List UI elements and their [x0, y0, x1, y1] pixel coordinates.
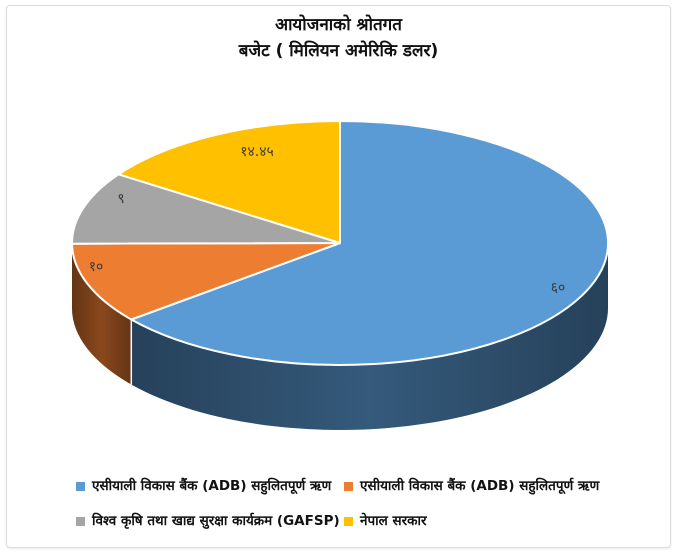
slice-side-shade-blue [131, 243, 609, 430]
pie-top-faces [70, 120, 610, 366]
legend-marker-blue [76, 481, 85, 491]
legend-item-nepal-govt[interactable]: नेपाल सरकार [344, 512, 427, 530]
data-label-yellow: १४.४५ [240, 144, 274, 160]
legend-label-nepal-govt: नेपाल सरकार [360, 513, 427, 529]
legend-item-gafsp[interactable]: विश्व कृषि तथा खाद्य सुरक्षा कार्यक्रम (… [76, 512, 340, 530]
legend-marker-orange [344, 481, 353, 491]
legend-label-adb-loan-blue: एसीयाली विकास बैंक (ADB) सहुलितपूर्ण ऋण [92, 478, 332, 494]
chart-title-line1: आयोजनाको श्रोतगत [275, 15, 402, 35]
slice-side-shade-orange [72, 243, 132, 385]
legend-label-adb-loan-orange: एसीयाली विकास बैंक (ADB) सहुलितपूर्ण ऋण [360, 478, 600, 494]
data-label-gray: ९ [117, 191, 124, 207]
legend-marker-yellow [344, 516, 353, 526]
chart-title: आयोजनाको श्रोतगत बजेट ( मिलियन अमेरिकि ड… [0, 12, 677, 64]
slice-adb-loan-orange[interactable] [71, 242, 341, 321]
legend-item-adb-loan-blue[interactable]: एसीयाली विकास बैंक (ADB) सहुलितपूर्ण ऋण [76, 477, 331, 495]
legend-marker-gray [76, 516, 85, 526]
slice-adb-loan-blue[interactable] [130, 120, 610, 366]
pie-side-faces [72, 243, 609, 430]
legend-item-adb-loan-orange[interactable]: एसीयाली विकास बैंक (ADB) सहुलितपूर्ण ऋण [344, 477, 599, 495]
data-label-orange: १० [89, 259, 104, 275]
pie-data-labels: ६० १० ९ १४.४५ [89, 144, 566, 296]
slice-gafsp-gray[interactable] [70, 173, 341, 245]
data-label-blue: ६० [551, 280, 566, 296]
legend-label-gafsp: विश्व कृषि तथा खाद्य सुरक्षा कार्यक्रम (… [92, 513, 340, 529]
chart-title-line2: बजेट ( मिलियन अमेरिकि डलर) [238, 41, 439, 61]
slice-nepal-govt-yellow[interactable] [117, 120, 341, 244]
